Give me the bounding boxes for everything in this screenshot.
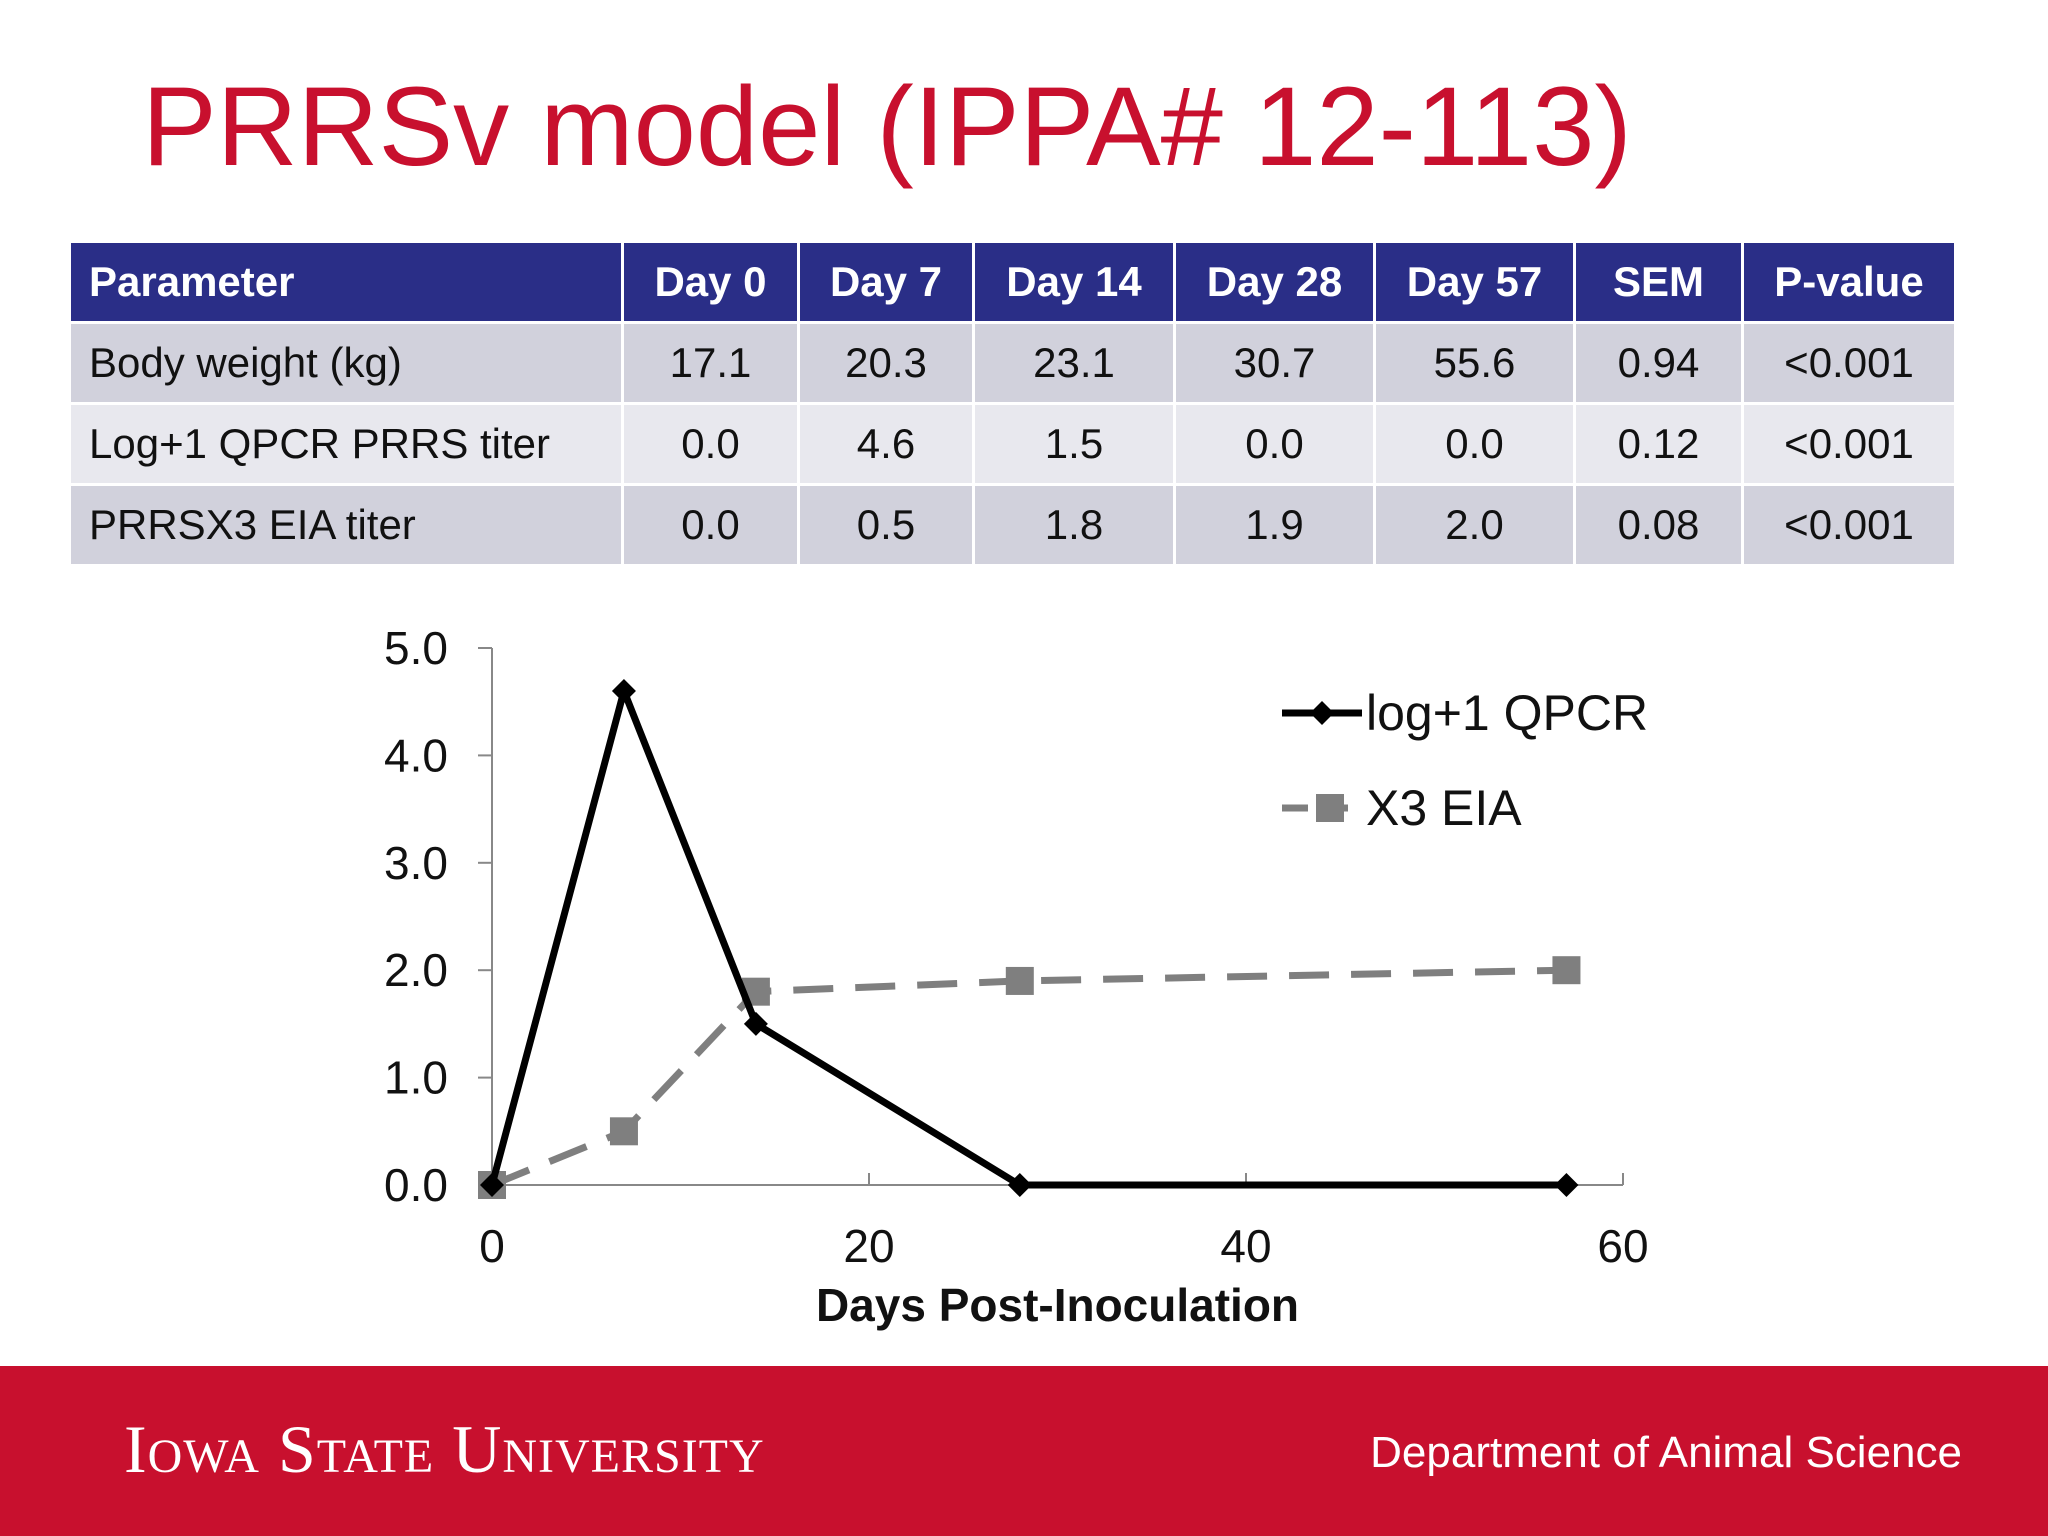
table-cell: 0.0 — [621, 483, 800, 567]
table-cell: 23.1 — [972, 321, 1176, 405]
y-tick-label: 5.0 — [384, 622, 448, 674]
column-header: Day 0 — [621, 240, 800, 324]
x-tick-label: 0 — [479, 1220, 505, 1272]
table-cell: <0.001 — [1741, 483, 1957, 567]
y-tick-label: 3.0 — [384, 837, 448, 889]
table-cell: 4.6 — [797, 402, 975, 486]
table-header-row: Parameter Day 0 Day 7 Day 14 Day 28 Day … — [68, 240, 1957, 324]
results-table: Parameter Day 0 Day 7 Day 14 Day 28 Day … — [68, 240, 1957, 567]
column-header: Day 14 — [972, 240, 1176, 324]
table-cell: <0.001 — [1741, 402, 1957, 486]
table-row: Body weight (kg) 17.1 20.3 23.1 30.7 55.… — [68, 321, 1957, 405]
y-tick-label: 1.0 — [384, 1052, 448, 1104]
data-point — [1554, 1173, 1579, 1197]
line-chart: 0.0 1.0 2.0 3.0 4.0 5.0 0 20 40 60 Days Post-Inocu… — [384, 622, 1649, 1331]
x-tick-label: 20 — [843, 1220, 894, 1272]
table-cell: Log+1 QPCR PRRS titer — [68, 402, 624, 486]
slide-title: PRRSv model (IPPA# 12-113) — [142, 64, 1632, 189]
table-cell: 0.94 — [1573, 321, 1744, 405]
table-cell: 30.7 — [1173, 321, 1376, 405]
legend-label: X3 EIA — [1366, 780, 1522, 836]
department-name: Department of Animal Science — [1370, 1428, 1962, 1477]
y-tick-label: 0.0 — [384, 1159, 448, 1211]
table-cell: 20.3 — [797, 321, 975, 405]
table-cell: 55.6 — [1373, 321, 1576, 405]
chart-series — [478, 678, 1581, 1199]
table-cell: Body weight (kg) — [68, 321, 624, 405]
column-header: Day 28 — [1173, 240, 1376, 324]
series-line — [488, 687, 1567, 1189]
table-cell: <0.001 — [1741, 321, 1957, 405]
data-point — [1552, 956, 1581, 985]
table-row: PRRSX3 EIA titer 0.0 0.5 1.8 1.9 2.0 0.0… — [68, 483, 1957, 567]
data-point — [480, 1173, 504, 1197]
table-cell: 1.5 — [972, 402, 1176, 486]
y-tick-label: 2.0 — [384, 944, 448, 996]
data-point — [1005, 966, 1034, 995]
column-header: Day 7 — [797, 240, 975, 324]
table-cell: 1.9 — [1173, 483, 1376, 567]
legend-label: log+1 QPCR — [1366, 685, 1648, 741]
column-header: SEM — [1573, 240, 1744, 324]
data-point — [611, 678, 636, 703]
table-cell: PRRSX3 EIA titer — [68, 483, 624, 567]
table-cell: 0.0 — [1173, 402, 1376, 486]
table-cell: 17.1 — [621, 321, 800, 405]
data-point — [609, 1117, 638, 1146]
table-cell: 0.5 — [797, 483, 975, 567]
footer-bar: Iowa State University Department of Anim… — [0, 1366, 2048, 1536]
data-point — [1007, 1173, 1032, 1197]
table-cell: 0.0 — [621, 402, 800, 486]
column-header: P-value — [1741, 240, 1957, 324]
table-cell: 0.0 — [1373, 402, 1576, 486]
x-axis-title: Days Post-Inoculation — [816, 1279, 1299, 1331]
x-tick-label: 60 — [1597, 1220, 1648, 1272]
table-cell: 1.8 — [972, 483, 1176, 567]
series-line — [490, 966, 1567, 1189]
table-cell: 0.08 — [1573, 483, 1744, 567]
chart-legend: log+1 QPCR X3 EIA — [1282, 685, 1648, 836]
column-header: Parameter — [68, 240, 624, 324]
legend-marker — [1310, 701, 1334, 725]
table-cell: 2.0 — [1373, 483, 1576, 567]
y-tick-label: 4.0 — [384, 729, 448, 781]
table-row: Log+1 QPCR PRRS titer 0.0 4.6 1.5 0.0 0.… — [68, 402, 1957, 486]
table-cell: 0.12 — [1573, 402, 1744, 486]
university-logo: Iowa State University — [124, 1411, 765, 1487]
x-tick-label: 40 — [1220, 1220, 1271, 1272]
column-header: Day 57 — [1373, 240, 1576, 324]
legend-marker — [1316, 794, 1344, 822]
data-point — [743, 1011, 768, 1036]
